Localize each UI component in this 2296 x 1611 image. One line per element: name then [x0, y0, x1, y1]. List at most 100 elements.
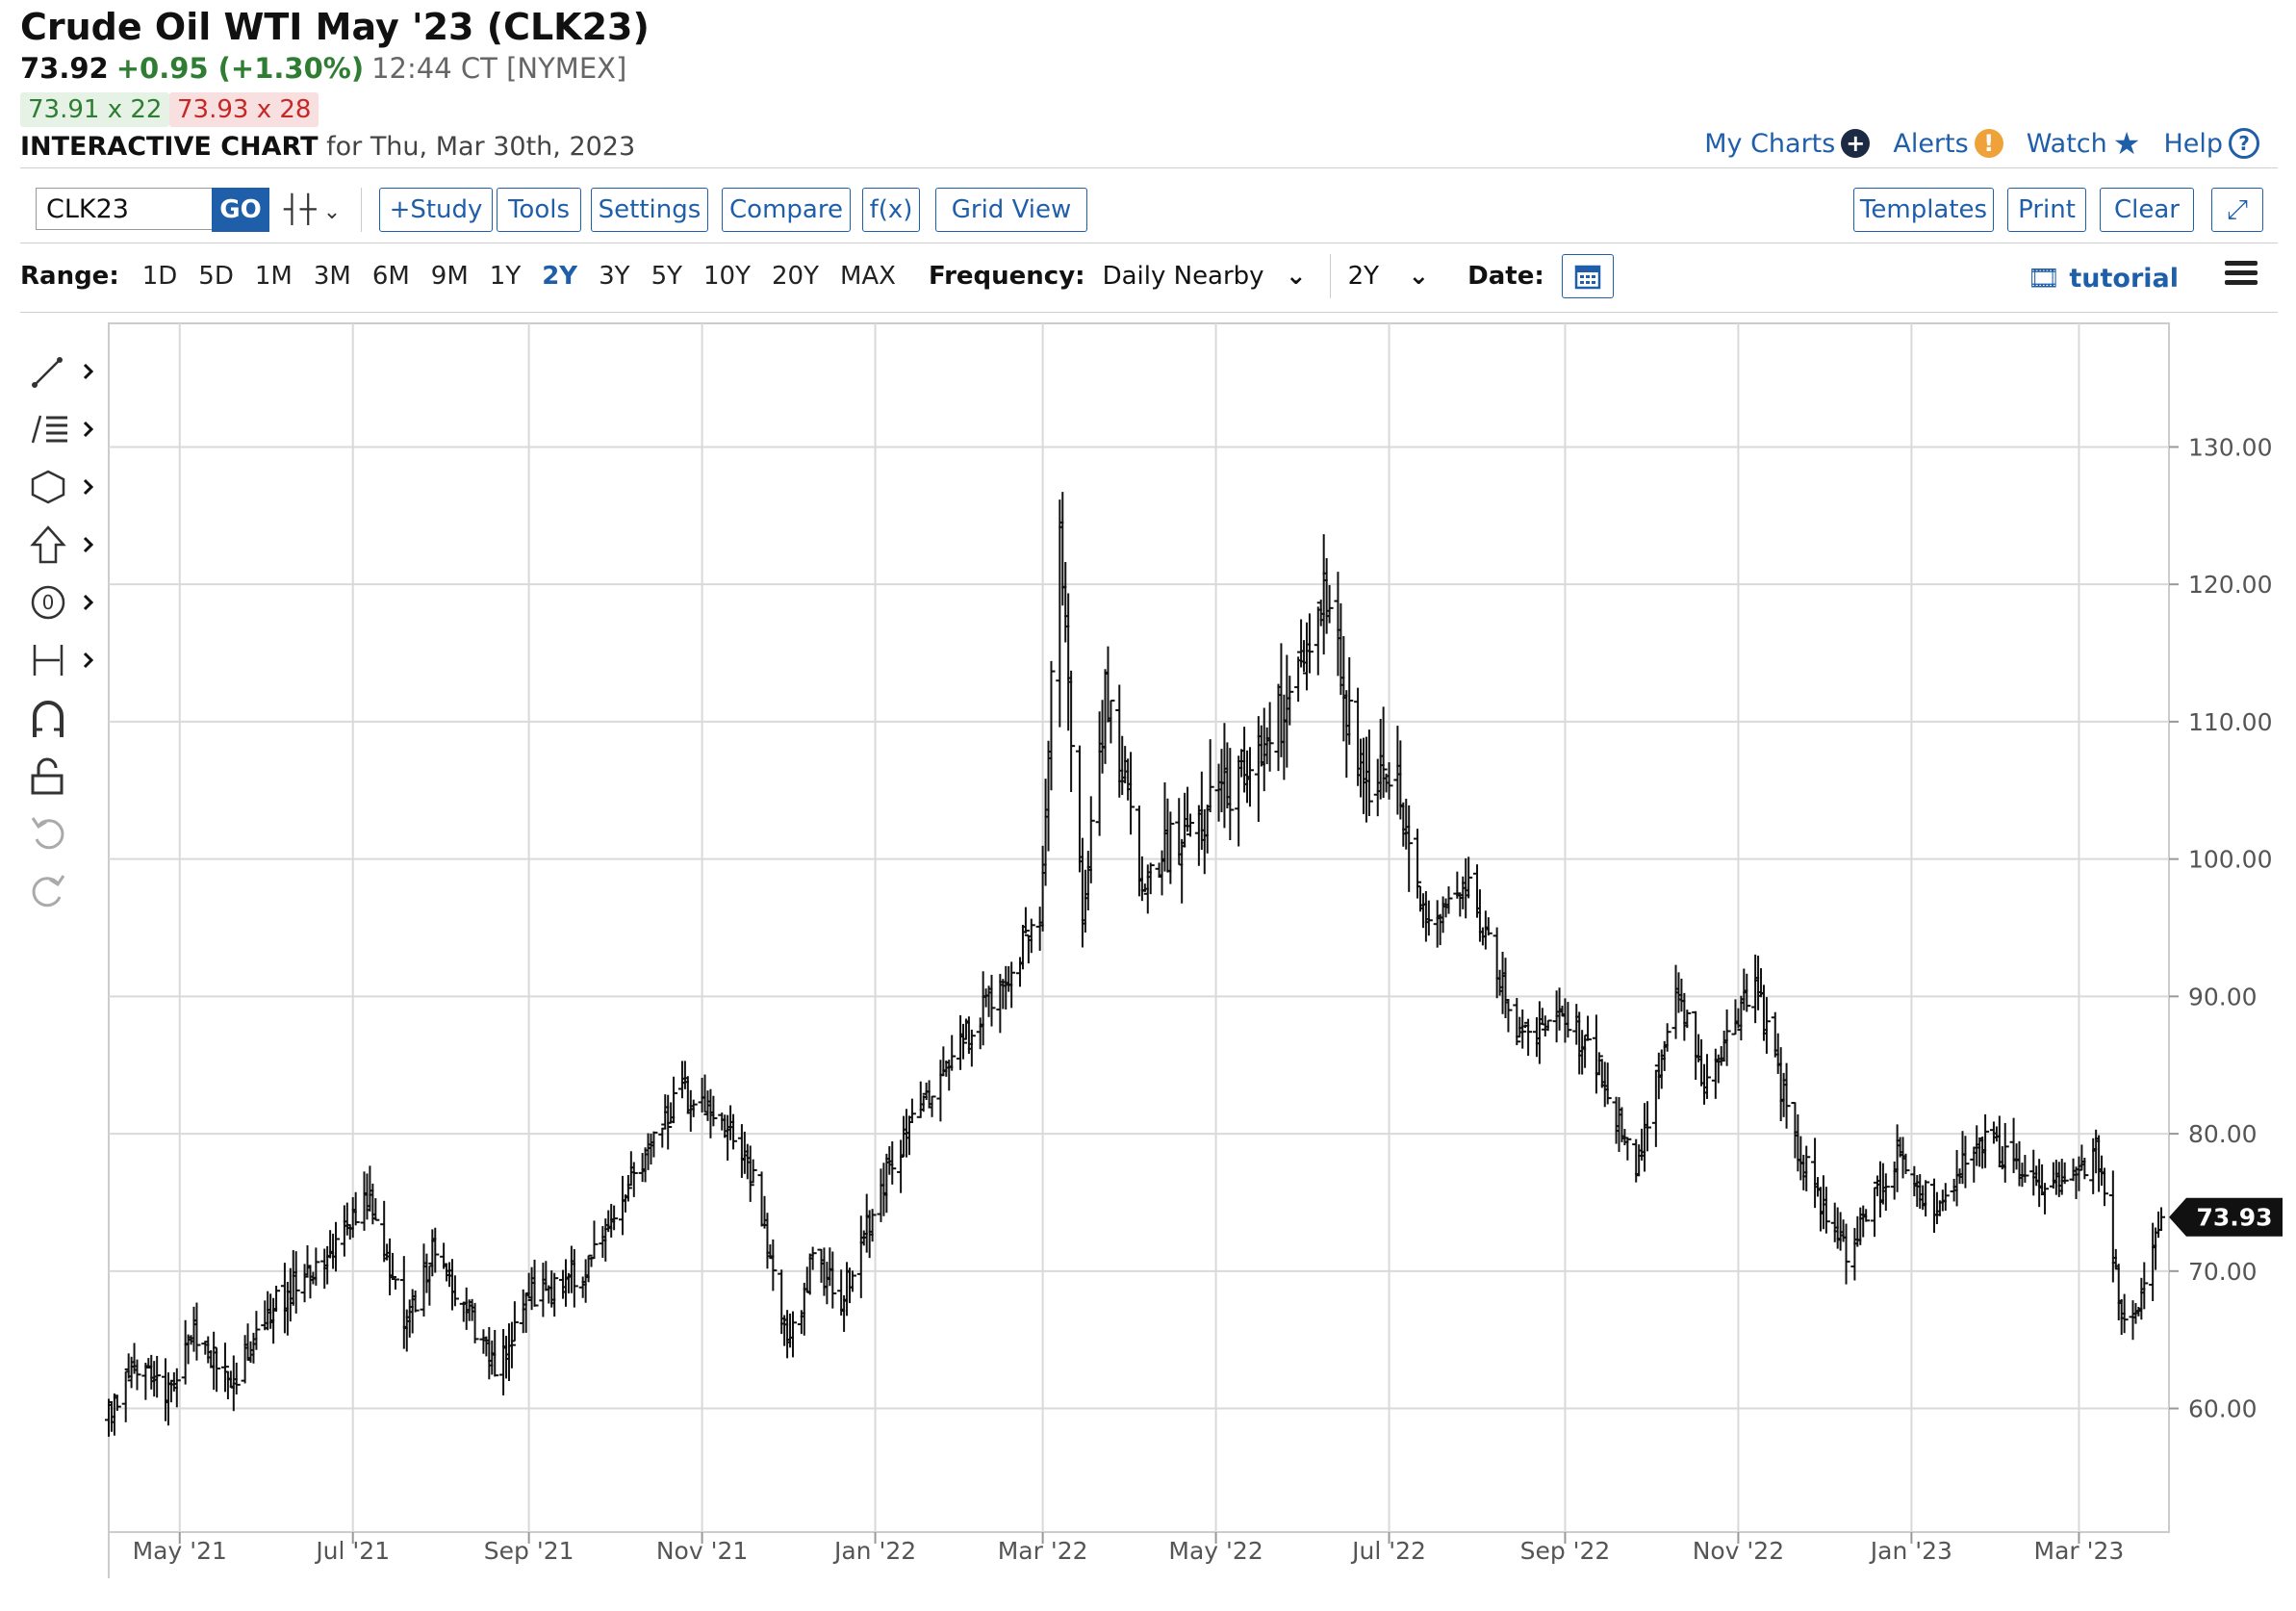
y-tick-label: 130.00: [2188, 433, 2272, 461]
my-charts-label: My Charts: [1704, 128, 1836, 159]
fullscreen-button[interactable]: ⤢: [2211, 188, 2263, 232]
fibonacci-tool[interactable]: [27, 406, 104, 452]
x-tick-label: Jul '21: [314, 1537, 390, 1565]
chart-heading: INTERACTIVE CHART for Thu, Mar 30th, 202…: [20, 132, 635, 162]
go-button[interactable]: GO: [212, 188, 269, 232]
x-tick-label: Nov '22: [1693, 1537, 1784, 1565]
period-value: 2Y: [1347, 262, 1380, 291]
chevron-down-icon: ⌄: [316, 200, 342, 224]
header-divider: [20, 167, 2278, 168]
ohlc-series: [105, 492, 2165, 1437]
unlock-icon[interactable]: [27, 753, 104, 799]
plus-circle-icon: +: [1841, 129, 1871, 158]
range-option-1m[interactable]: 1M: [254, 262, 293, 291]
y-tick-label: 70.00: [2188, 1258, 2258, 1286]
measure-tool[interactable]: [27, 637, 104, 683]
shape-tool[interactable]: [27, 464, 104, 510]
annotation-tool[interactable]: 0: [27, 579, 104, 626]
print-button[interactable]: Print: [2007, 188, 2086, 232]
last-price: 73.92: [20, 52, 109, 85]
chart-heading-date: for Thu, Mar 30th, 2023: [326, 132, 636, 162]
x-tick-label: Jan '22: [832, 1537, 916, 1565]
x-tick-label: Sep '22: [1520, 1537, 1611, 1565]
plot-frame: [108, 322, 2170, 1533]
y-tick-label: 80.00: [2188, 1120, 2258, 1148]
range-option-9m[interactable]: 9M: [430, 262, 469, 291]
help-link[interactable]: Help ?: [2163, 128, 2259, 159]
top-links: My Charts + Alerts ! Watch ★ Help ?: [1704, 128, 2259, 159]
hamburger-menu-icon[interactable]: [2225, 256, 2258, 291]
trendline-tool[interactable]: [27, 348, 104, 395]
chart-type-dropdown[interactable]: ┤┼ ⌄: [284, 191, 342, 229]
templates-button[interactable]: Templates: [1853, 188, 1994, 232]
symbol-input[interactable]: [36, 188, 226, 230]
expand-icon: ⤢: [2226, 193, 2249, 225]
film-icon: 🎞: [2027, 264, 2060, 294]
x-tick-label: Sep '21: [484, 1537, 574, 1565]
alerts-label: Alerts: [1893, 128, 1969, 159]
quote-time: 12:44 CT [NYMEX]: [371, 52, 627, 85]
range-option-5y[interactable]: 5Y: [651, 262, 683, 291]
page-title: Crude Oil WTI May '23 (CLK23): [20, 6, 650, 48]
svg-text:0: 0: [42, 591, 55, 614]
range-option-6m[interactable]: 6M: [371, 262, 410, 291]
frequency-label: Frequency:: [928, 262, 1085, 291]
range-option-1d[interactable]: 1D: [141, 262, 178, 291]
x-tick-label: Jan '23: [1869, 1537, 1952, 1565]
x-tick-label: Nov '21: [656, 1537, 748, 1565]
chevron-down-icon: ⌄: [1285, 262, 1307, 291]
fx-button[interactable]: f(x): [862, 188, 920, 232]
y-tick-label: 110.00: [2188, 708, 2272, 736]
range-option-5d[interactable]: 5D: [198, 262, 234, 291]
date-picker-button[interactable]: [1561, 254, 1614, 298]
grid-view-button[interactable]: Grid View: [935, 188, 1087, 232]
alerts-link[interactable]: Alerts !: [1893, 129, 2003, 159]
range-options: 1D 5D 1M 3M 6M 9M 1Y 2Y 3Y 5Y 10Y 20Y MAX: [142, 262, 917, 291]
clear-button[interactable]: Clear: [2100, 188, 2194, 232]
magnet-icon[interactable]: [27, 695, 104, 741]
tutorial-label: tutorial: [2069, 264, 2179, 294]
range-option-max[interactable]: MAX: [839, 262, 896, 291]
y-tick-label: 90.00: [2188, 983, 2258, 1010]
chart-heading-label: INTERACTIVE CHART: [20, 132, 319, 162]
arrow-tool[interactable]: [27, 522, 104, 568]
last-price-label: 73.93: [2196, 1204, 2272, 1232]
range-label: Range:: [20, 262, 119, 291]
range-option-3y[interactable]: 3Y: [599, 262, 630, 291]
range-option-20y[interactable]: 20Y: [771, 262, 819, 291]
settings-button[interactable]: Settings: [591, 188, 708, 232]
x-tick-label: May '22: [1168, 1537, 1263, 1565]
watch-link[interactable]: Watch ★: [2027, 128, 2141, 159]
help-icon: ?: [2229, 128, 2259, 159]
range-option-3m[interactable]: 3M: [313, 262, 351, 291]
date-label: Date:: [1467, 262, 1544, 291]
range-option-10y[interactable]: 10Y: [703, 262, 751, 291]
frequency-dropdown[interactable]: Daily Nearby ⌄: [1103, 262, 1307, 291]
frequency-value: Daily Nearby: [1102, 262, 1264, 291]
x-tick-label: Mar '23: [2034, 1537, 2125, 1565]
range-divider: [20, 312, 2278, 313]
range-separator: [1329, 254, 1331, 298]
redo-icon[interactable]: [27, 868, 104, 914]
x-tick-label: Jul '22: [1350, 1537, 1426, 1565]
period-dropdown[interactable]: 2Y ⌄: [1348, 262, 1430, 291]
range-option-1y[interactable]: 1Y: [489, 262, 522, 291]
tutorial-link[interactable]: 🎞 tutorial: [2028, 263, 2179, 294]
undo-icon[interactable]: [27, 810, 104, 857]
compare-button[interactable]: Compare: [722, 188, 851, 232]
star-icon: ★: [2112, 125, 2141, 162]
tools-button[interactable]: Tools: [497, 188, 581, 232]
bid-quote: 73.91 x 22: [20, 92, 170, 127]
help-label: Help: [2163, 128, 2223, 159]
toolbar-separator: [361, 188, 362, 232]
range-row: Range: 1D 5D 1M 3M 6M 9M 1Y 2Y 3Y 5Y 10Y 20Y MAX Fre…: [20, 254, 1614, 298]
y-tick-label: 120.00: [2188, 571, 2272, 599]
study-button[interactable]: +Study: [379, 188, 493, 232]
y-tick-label: 100.00: [2188, 846, 2272, 874]
chevron-down-icon: ⌄: [1408, 262, 1430, 291]
range-option-2y[interactable]: 2Y: [542, 262, 578, 291]
my-charts-link[interactable]: My Charts +: [1704, 128, 1871, 159]
last-price-tag: [2169, 1197, 2283, 1237]
y-tick-label: 60.00: [2188, 1395, 2258, 1423]
